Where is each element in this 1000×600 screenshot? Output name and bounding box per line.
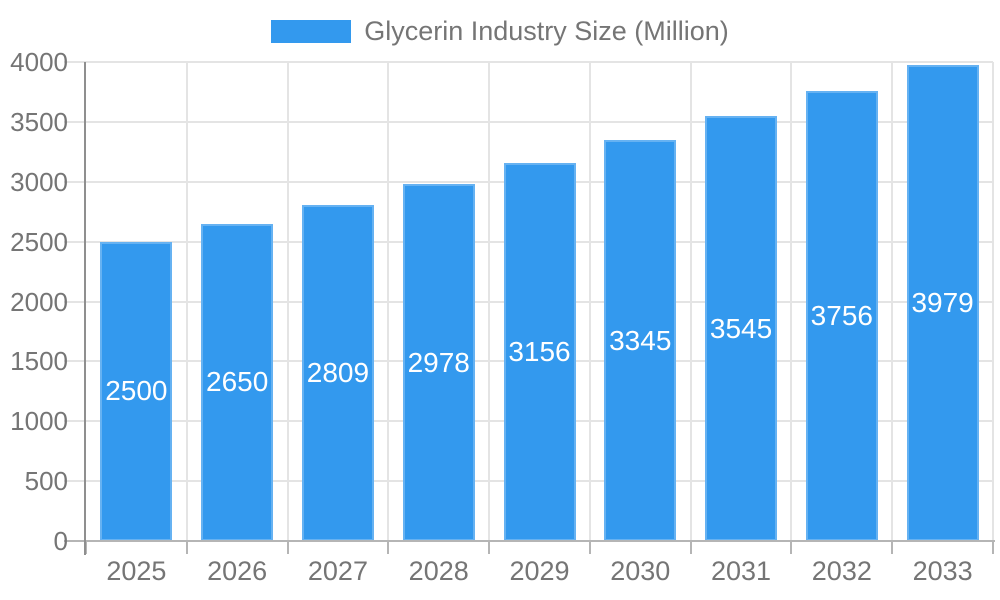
bar-2027[interactable]: 2809 [301, 204, 374, 541]
x-axis-baseline [64, 540, 995, 542]
v-gridline [488, 62, 491, 541]
bar-value-label: 3756 [810, 300, 873, 332]
x-tick [992, 541, 994, 554]
x-tick-label: 2028 [408, 556, 469, 586]
y-tick-label: 2000 [10, 286, 68, 317]
v-gridline [891, 62, 894, 541]
x-tick [488, 541, 491, 554]
y-tick-label: 3500 [10, 106, 68, 137]
bar-2028[interactable]: 2978 [402, 184, 475, 541]
v-gridline [992, 62, 994, 541]
x-tick-label: 2025 [106, 556, 167, 586]
y-tick-label: 0 [53, 526, 68, 556]
h-gridline [64, 120, 993, 123]
x-tick-label: 2031 [711, 556, 772, 586]
bar-value-label: 3979 [911, 286, 974, 318]
y-tick-label: 1000 [10, 406, 68, 437]
x-tick [588, 541, 591, 554]
v-gridline [387, 62, 390, 541]
v-gridline [790, 62, 793, 541]
x-tick [891, 541, 894, 554]
bar-2033[interactable]: 3979 [906, 64, 979, 541]
x-tick [689, 541, 692, 554]
bar-value-label: 2650 [206, 366, 269, 398]
x-tick [85, 541, 87, 554]
y-axis-line [84, 62, 86, 555]
bar-value-label: 3345 [609, 324, 672, 356]
bar-2029[interactable]: 3156 [503, 163, 576, 541]
y-tick-label: 500 [24, 466, 68, 497]
bar-2025[interactable]: 2500 [100, 241, 173, 541]
v-gridline [588, 62, 591, 541]
x-tick-label: 2030 [610, 556, 671, 586]
bar-2030[interactable]: 3345 [604, 140, 677, 541]
h-gridline [64, 61, 993, 63]
x-tick-label: 2027 [307, 556, 368, 586]
v-gridline [286, 62, 289, 541]
y-tick-label: 3000 [10, 166, 68, 197]
x-tick [790, 541, 793, 554]
bar-value-label: 2978 [407, 346, 470, 378]
bar-value-label: 3545 [709, 312, 773, 344]
bar-2026[interactable]: 2650 [201, 223, 274, 541]
x-tick-label: 2033 [912, 556, 973, 586]
bar-value-label: 3156 [508, 336, 571, 368]
y-tick-label: 4000 [10, 47, 68, 77]
legend-label: Glycerin Industry Size (Million) [364, 15, 729, 46]
bar-2031[interactable]: 3545 [705, 116, 778, 541]
x-tick [185, 541, 188, 554]
legend[interactable]: Glycerin Industry Size (Million) [0, 16, 1000, 46]
x-tick-label: 2026 [207, 556, 268, 586]
y-tick-label: 2500 [10, 226, 68, 257]
y-tick-label: 1500 [10, 346, 68, 377]
bar-value-label: 2500 [105, 375, 168, 407]
bar-value-label: 2809 [306, 356, 370, 388]
v-gridline [689, 62, 692, 541]
x-tick [286, 541, 289, 554]
bar-2032[interactable]: 3756 [805, 91, 878, 541]
legend-swatch [271, 19, 352, 43]
x-tick [387, 541, 390, 554]
v-gridline [185, 62, 188, 541]
x-tick-label: 2032 [811, 556, 872, 586]
x-tick-label: 2029 [509, 556, 570, 586]
